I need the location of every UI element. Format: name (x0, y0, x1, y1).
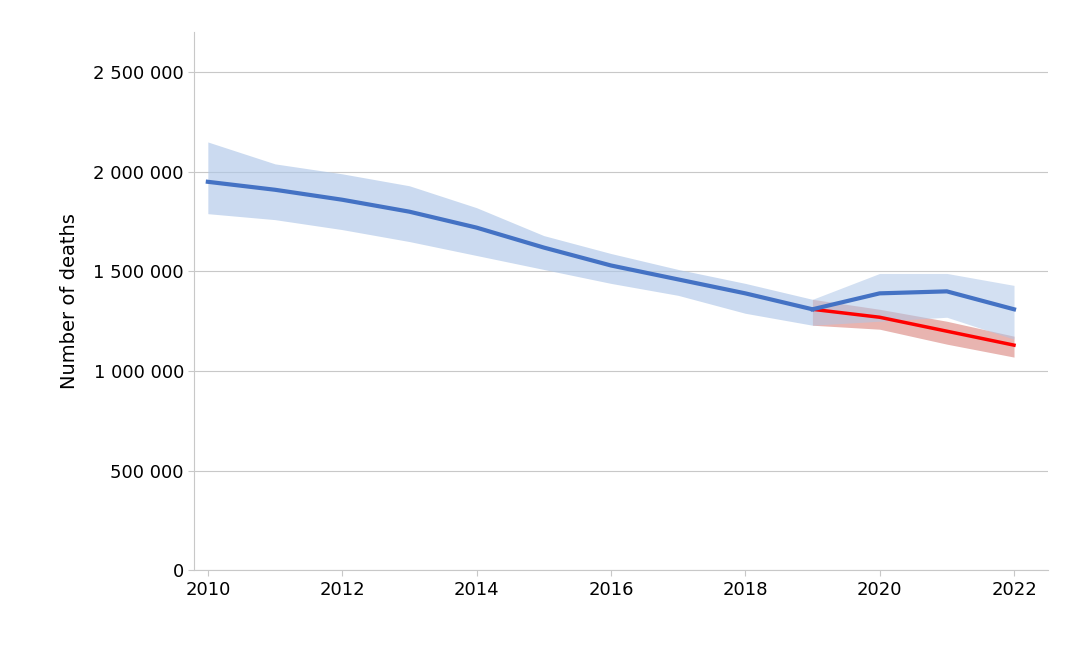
Y-axis label: Number of deaths: Number of deaths (60, 213, 79, 389)
